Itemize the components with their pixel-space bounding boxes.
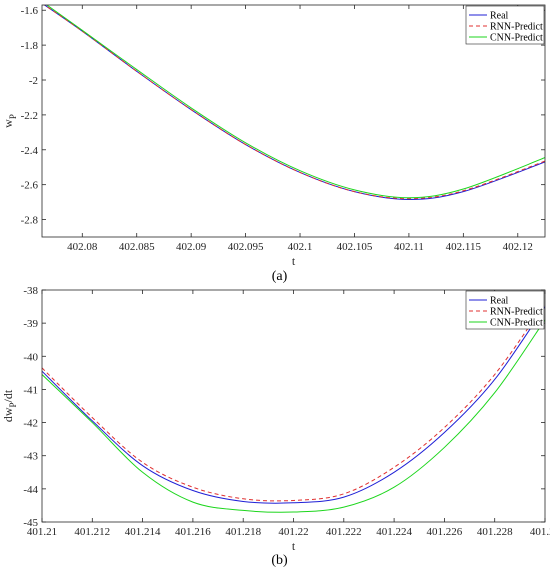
x-tick-label: 401.21 <box>27 526 57 538</box>
panel-label: (b) <box>271 553 288 568</box>
y-tick-label: -1.6 <box>21 5 39 17</box>
series-line-real <box>42 306 545 504</box>
y-tick-label: -2.4 <box>21 145 39 157</box>
x-tick-label: 401.214 <box>125 526 161 538</box>
y-axis-label: dwP/dt <box>1 389 18 422</box>
y-tick-label: -2.8 <box>21 215 39 227</box>
y-axis-label-main: dw <box>1 407 15 422</box>
legend-entry: Real <box>490 296 509 307</box>
x-axis-label: t <box>292 539 296 553</box>
plot-area <box>42 290 545 522</box>
series-line-cnn-predict <box>42 319 545 513</box>
x-tick-label: 402.08 <box>67 241 98 253</box>
x-tick-label: 401.226 <box>427 526 463 538</box>
y-axis-label-sub: P <box>8 114 18 119</box>
x-tick-label: 402.105 <box>337 241 373 253</box>
chart-panel-a: 402.08 402.085 402.09 402.095 402.1 402.105 40… <box>1 4 546 284</box>
x-axis-label: t <box>292 254 296 268</box>
legend-entry: RNN-Predict <box>490 307 543 318</box>
axes-frame <box>41 289 546 523</box>
x-tick-label: 402.085 <box>119 241 155 253</box>
y-tick-label: -39 <box>23 318 38 330</box>
legend-entry: CNN-Predict <box>490 33 543 44</box>
x-tick-label: 402.09 <box>176 241 207 253</box>
series-group <box>43 5 545 201</box>
series-group <box>42 302 545 513</box>
x-tick-label: 401.222 <box>326 526 362 538</box>
x-tick-label: 402.115 <box>446 241 482 253</box>
y-tick-label: -43 <box>23 451 38 463</box>
x-tick-label: 402.095 <box>228 241 264 253</box>
y-tick-label: -44 <box>23 484 38 496</box>
y-tick-label: -45 <box>23 517 38 529</box>
y-tick-label: -41 <box>23 384 38 396</box>
chart-panel-b: 401.21 401.212 401.214 401.216 401.218 401.22… <box>1 285 550 568</box>
y-axis-label-tail: /dt <box>1 389 15 402</box>
y-tick-label: -2.2 <box>21 110 38 122</box>
legend-entry: Real <box>490 11 509 22</box>
series-line-cnn-predict <box>46 5 545 199</box>
y-tick-label: -38 <box>23 285 38 297</box>
x-tick-label: 401.218 <box>225 526 261 538</box>
y-tick-label: -2 <box>29 75 38 87</box>
y-tick-label: -1.8 <box>21 40 39 52</box>
y-tick-label: -40 <box>23 351 38 363</box>
x-tick-label: 401.212 <box>74 526 110 538</box>
y-axis-label: wP <box>1 114 18 128</box>
panel-label: (a) <box>272 269 288 284</box>
x-tick-label: 402.1 <box>288 241 313 253</box>
y-tick-label: -2.6 <box>21 180 39 192</box>
plot-area <box>42 5 545 237</box>
y-tick-label: -42 <box>23 418 38 430</box>
y-axis-label-main: w <box>1 119 15 128</box>
series-line-rnn-predict <box>42 302 545 502</box>
y-axis-label-sub: P <box>8 402 18 407</box>
x-tick-label: 401.228 <box>477 526 513 538</box>
x-tick-label: 401.216 <box>175 526 211 538</box>
legend-entry: RNN-Predict <box>490 22 543 33</box>
x-tick-label: 401.23 <box>530 526 550 538</box>
series-line-rnn-predict <box>43 5 545 200</box>
legend-entry: CNN-Predict <box>490 318 543 329</box>
legend-box <box>465 5 545 45</box>
x-tick-label: 401.224 <box>376 526 412 538</box>
axes-frame <box>41 4 546 238</box>
x-tick-label: 401.22 <box>278 526 308 538</box>
x-tick-label: 402.12 <box>503 241 533 253</box>
legend-box <box>465 290 545 330</box>
x-tick-label: 402.11 <box>394 241 424 253</box>
